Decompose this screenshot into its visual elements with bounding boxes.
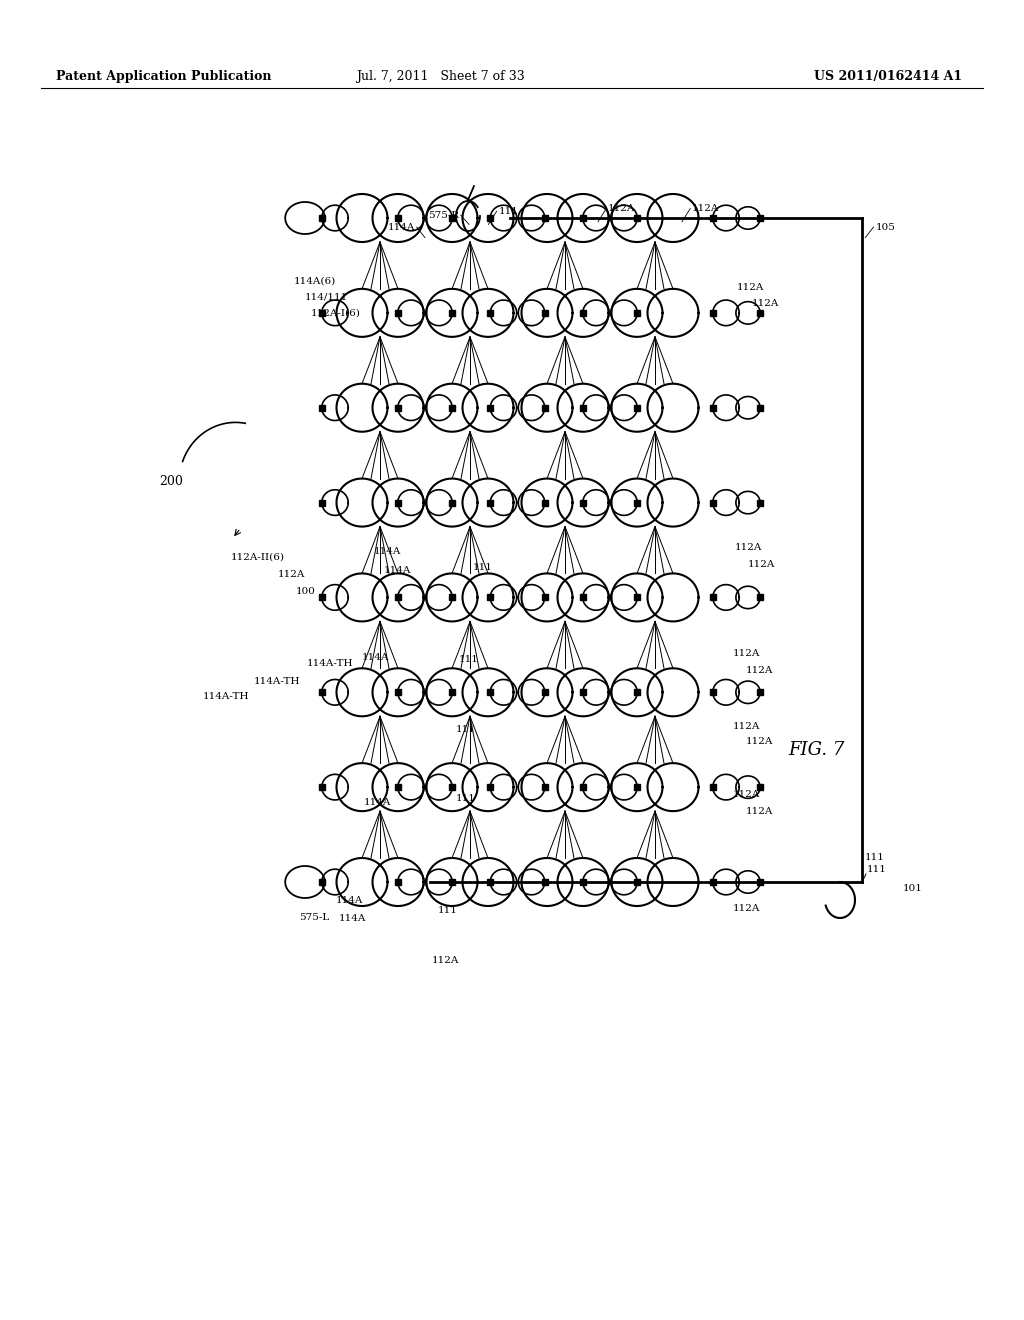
Text: 112A: 112A: [733, 649, 761, 657]
Text: 112A: 112A: [745, 808, 773, 816]
Text: 114A: 114A: [361, 653, 389, 661]
Text: 112A: 112A: [745, 738, 773, 746]
Text: 112A: 112A: [733, 904, 761, 912]
Text: 114A: 114A: [364, 799, 391, 807]
Text: 112A: 112A: [692, 205, 720, 213]
Text: 575-L: 575-L: [299, 913, 330, 921]
Text: 112A: 112A: [737, 284, 765, 292]
Text: 114A: 114A: [336, 896, 364, 904]
Text: 112A: 112A: [752, 300, 779, 308]
Text: 112A: 112A: [733, 791, 761, 799]
Text: 111: 111: [459, 656, 478, 664]
Text: 114A: 114A: [374, 548, 401, 556]
Text: 111: 111: [867, 866, 887, 874]
Text: 105: 105: [876, 223, 895, 231]
Text: 101: 101: [903, 884, 923, 892]
Text: 112A: 112A: [733, 722, 761, 730]
Text: 112A: 112A: [278, 570, 305, 578]
Text: 114A-TH: 114A-TH: [307, 660, 353, 668]
Text: 112A: 112A: [432, 957, 460, 965]
Text: 100: 100: [296, 587, 315, 595]
Text: 111: 111: [438, 907, 458, 915]
Text: 114A(6): 114A(6): [294, 277, 336, 285]
Text: 112A-II(6): 112A-II(6): [230, 553, 285, 561]
Text: 112A: 112A: [745, 667, 773, 675]
Text: 114A-TH: 114A-TH: [254, 677, 300, 685]
Text: 112A: 112A: [608, 205, 636, 213]
Text: 114A-TH: 114A-TH: [203, 693, 249, 701]
Text: 114A: 114A: [339, 915, 367, 923]
Text: 112A: 112A: [748, 561, 775, 569]
Text: 111: 111: [865, 854, 885, 862]
Text: 111: 111: [456, 726, 475, 734]
Text: 575-R: 575-R: [428, 211, 459, 219]
Text: 200: 200: [159, 475, 182, 488]
Text: 111: 111: [473, 564, 493, 572]
Text: Jul. 7, 2011   Sheet 7 of 33: Jul. 7, 2011 Sheet 7 of 33: [356, 70, 524, 83]
Text: 114A: 114A: [387, 223, 415, 231]
Text: 114/111: 114/111: [305, 293, 348, 301]
Text: Patent Application Publication: Patent Application Publication: [56, 70, 271, 83]
Text: FIG. 7: FIG. 7: [788, 741, 845, 759]
Text: 111: 111: [499, 207, 518, 215]
Text: US 2011/0162414 A1: US 2011/0162414 A1: [814, 70, 963, 83]
Text: 114A: 114A: [384, 566, 412, 574]
Text: 112A-I(6): 112A-I(6): [310, 309, 360, 317]
Text: 111: 111: [456, 795, 475, 803]
Text: 112A: 112A: [735, 544, 763, 552]
